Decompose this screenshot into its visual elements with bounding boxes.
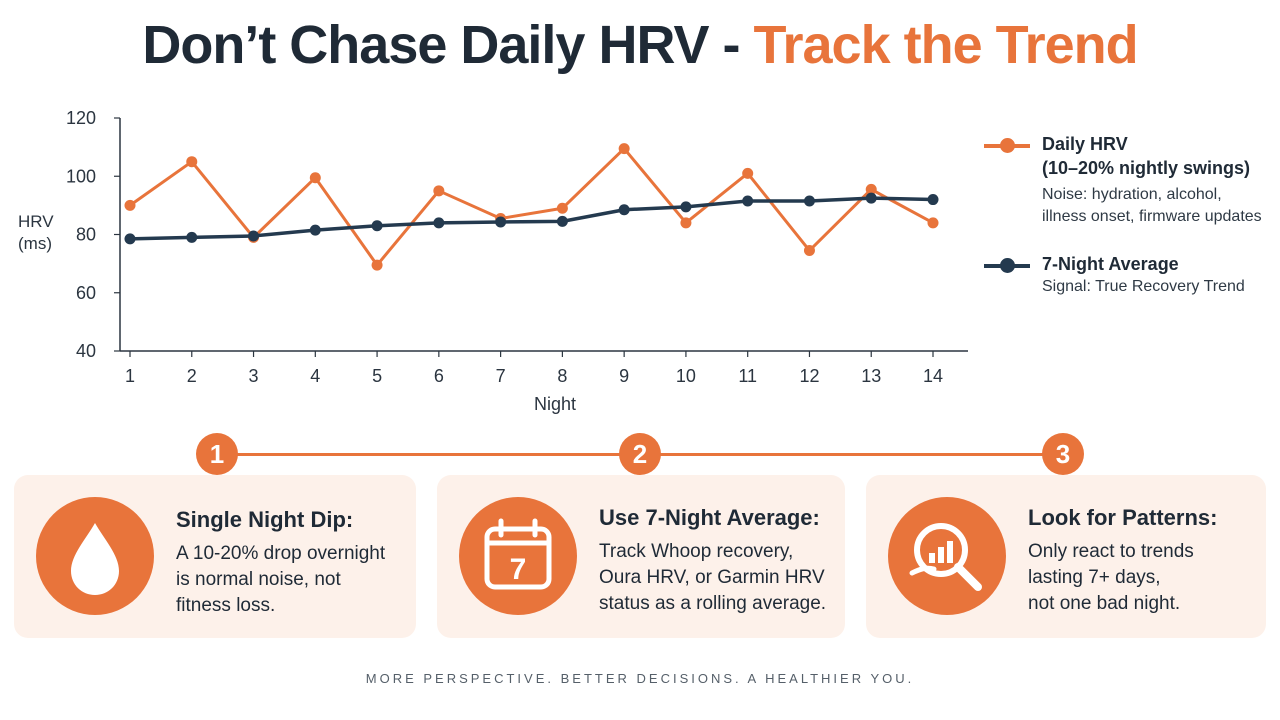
average-point xyxy=(495,216,507,228)
average-point xyxy=(309,224,321,236)
x-tick-label: 9 xyxy=(619,366,629,386)
average-point xyxy=(742,195,754,207)
step-card-2: 7 Use 7-Night Average: Track Whoop recov… xyxy=(437,475,845,638)
x-tick-label: 14 xyxy=(923,366,943,386)
legend-swatch-daily xyxy=(984,138,1030,153)
average-point xyxy=(680,201,692,213)
x-tick-label: 8 xyxy=(557,366,567,386)
page-title: Don’t Chase Daily HRV - Track the Trend xyxy=(0,14,1280,76)
y-tick-label: 100 xyxy=(66,166,96,186)
average-point xyxy=(186,231,198,243)
x-tick-label: 11 xyxy=(738,366,757,386)
x-tick-label: 13 xyxy=(861,366,881,386)
x-tick-label: 4 xyxy=(310,366,320,386)
daily-hrv-point xyxy=(680,217,692,229)
step-text-3-line-1: Only react to trends xyxy=(1028,541,1194,562)
average-point xyxy=(124,233,136,245)
daily-hrv-point xyxy=(556,202,568,214)
step-text-3-line-2: lasting 7+ days, xyxy=(1028,567,1161,588)
step-title-1: Single Night Dip: xyxy=(176,507,354,532)
average-point xyxy=(371,220,383,232)
y-axis-label: (ms) xyxy=(18,234,52,253)
x-tick-label: 5 xyxy=(372,366,382,386)
legend-swatch-average xyxy=(984,258,1030,273)
calendar-day: 7 xyxy=(510,553,527,586)
y-tick-label: 80 xyxy=(76,225,96,245)
legend-desc-average: Signal: True Recovery Trend xyxy=(1042,278,1245,295)
legend-sub-daily: (10–20% nightly swings) xyxy=(1042,158,1251,178)
step-text-1-line-1: A 10-20% drop overnight xyxy=(176,543,386,564)
daily-hrv-point xyxy=(865,183,877,195)
x-tick-label: 10 xyxy=(676,366,696,386)
step-text-3-line-3: not one bad night. xyxy=(1028,593,1181,614)
series-line-daily-hrv xyxy=(129,147,934,267)
x-tick-label: 12 xyxy=(799,366,819,386)
step-text-2-line-1: Track Whoop recovery, xyxy=(599,541,794,562)
step-text-2-line-2: Oura HRV, or Garmin HRV xyxy=(599,567,825,588)
step-number-2: 2 xyxy=(619,433,661,475)
step-card-3: Look for Patterns: Only react to trends … xyxy=(866,475,1266,638)
legend-label-average: 7-Night Average xyxy=(1042,254,1179,274)
title-part-2: Track the Trend xyxy=(753,15,1138,75)
daily-hrv-point xyxy=(742,167,754,179)
daily-hrv-point xyxy=(186,156,198,168)
step-number-3: 3 xyxy=(1042,433,1084,475)
average-point xyxy=(248,230,260,242)
step-title-2: Use 7-Night Average: xyxy=(599,505,820,530)
legend-desc-daily-1: Noise: hydration, alcohol, xyxy=(1042,186,1222,203)
x-tick-label: 7 xyxy=(496,366,506,386)
x-tick-label: 1 xyxy=(125,366,135,386)
y-tick-label: 60 xyxy=(76,283,96,303)
x-tick-label: 6 xyxy=(434,366,444,386)
footer-tagline: MORE PERSPECTIVE. BETTER DECISIONS. A HE… xyxy=(365,671,915,686)
daily-hrv-point xyxy=(371,259,383,271)
y-tick-label: 40 xyxy=(76,341,96,361)
legend-item-daily: Daily HRV (10–20% nightly swings) Noise:… xyxy=(984,132,1274,252)
daily-hrv-point xyxy=(309,172,321,184)
legend-desc-daily-2: illness onset, firmware updates xyxy=(1042,208,1262,225)
magnifier-chart-icon xyxy=(888,497,1006,615)
daily-hrv-point xyxy=(124,199,136,211)
daily-hrv-point xyxy=(927,217,939,229)
x-axis-label: Night xyxy=(534,394,576,414)
average-point xyxy=(556,215,568,227)
average-point xyxy=(803,195,815,207)
chart-legend: Daily HRV (10–20% nightly swings) Noise:… xyxy=(984,132,1274,298)
title-part-1: Don’t Chase Daily HRV - xyxy=(142,15,754,75)
average-point xyxy=(618,204,630,216)
step-title-3: Look for Patterns: xyxy=(1028,505,1218,530)
calendar-icon: 7 xyxy=(459,497,577,615)
step-text-1: A 10-20% drop overnight is normal noise,… xyxy=(176,541,416,619)
series-line-7-night-average xyxy=(129,196,934,241)
step-text-2: Track Whoop recovery, Oura HRV, or Garmi… xyxy=(599,539,839,617)
average-point xyxy=(865,192,877,204)
legend-item-average: 7-Night Average Signal: True Recovery Tr… xyxy=(984,252,1274,298)
x-tick-label: 3 xyxy=(249,366,259,386)
droplet-icon xyxy=(36,497,154,615)
step-text-1-line-3: fitness loss. xyxy=(176,595,276,616)
step-number-1: 1 xyxy=(196,433,238,475)
daily-hrv-point xyxy=(433,185,445,197)
average-point xyxy=(433,217,445,229)
average-point xyxy=(927,194,939,206)
step-text-1-line-2: is normal noise, not xyxy=(176,569,341,590)
x-tick-label: 2 xyxy=(187,366,197,386)
daily-hrv-point xyxy=(618,143,630,155)
step-card-1: Single Night Dip: A 10-20% drop overnigh… xyxy=(14,475,416,638)
y-tick-label: 120 xyxy=(66,108,96,128)
daily-hrv-point xyxy=(803,245,815,257)
step-text-3: Only react to trends lasting 7+ days, no… xyxy=(1028,539,1268,617)
step-text-2-line-3: status as a rolling average. xyxy=(599,593,827,614)
legend-label-daily: Daily HRV xyxy=(1042,134,1128,154)
y-axis-label: HRV xyxy=(18,212,54,231)
